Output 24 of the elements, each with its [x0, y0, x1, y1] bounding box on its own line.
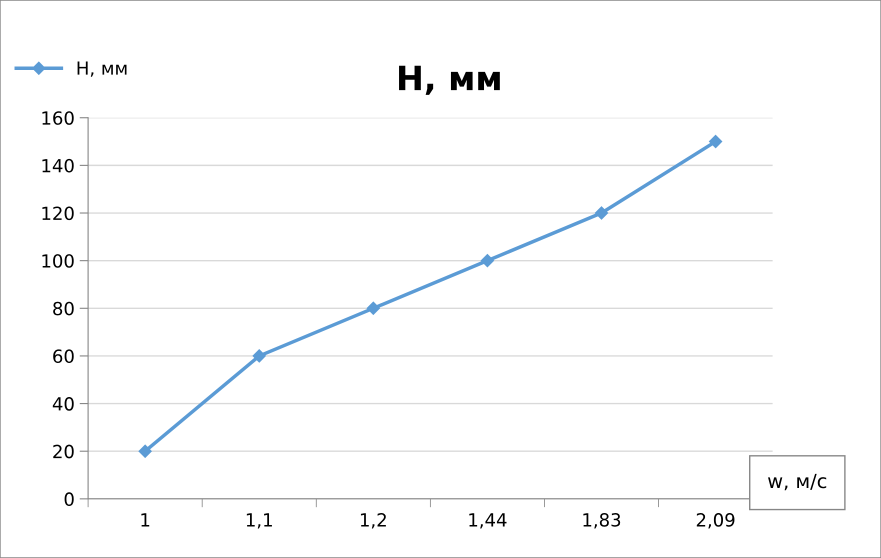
y-tick-label: 20 [53, 444, 74, 458]
point [480, 254, 494, 268]
point [138, 444, 152, 458]
y-tick-label: 140 [42, 158, 74, 172]
point [252, 349, 266, 363]
y-tick-label: 120 [42, 206, 74, 220]
point [709, 134, 722, 148]
y-tick-label: 160 [42, 111, 74, 125]
y-tick-label: 100 [42, 254, 74, 268]
x-tick-label: 1,2 [360, 513, 386, 529]
point [594, 206, 608, 220]
x-tick-label: 1,83 [583, 513, 620, 529]
x-tick-label: 1,44 [469, 513, 506, 529]
y-tick-label: 40 [52, 397, 74, 411]
x-tick-label: 2,09 [696, 513, 734, 529]
y-tick-label: 60 [53, 349, 74, 364]
y-tick-label: 80 [53, 302, 74, 316]
x-tick-label: 1,1 [246, 513, 272, 529]
x-tick-label: 1 [141, 513, 150, 526]
point [366, 302, 380, 315]
chart-title: H, мм [399, 66, 500, 95]
x-axis-title: w, м/с [768, 474, 826, 490]
y-tick-label: 0 [64, 492, 74, 506]
legend-label: H, мм [78, 61, 126, 77]
